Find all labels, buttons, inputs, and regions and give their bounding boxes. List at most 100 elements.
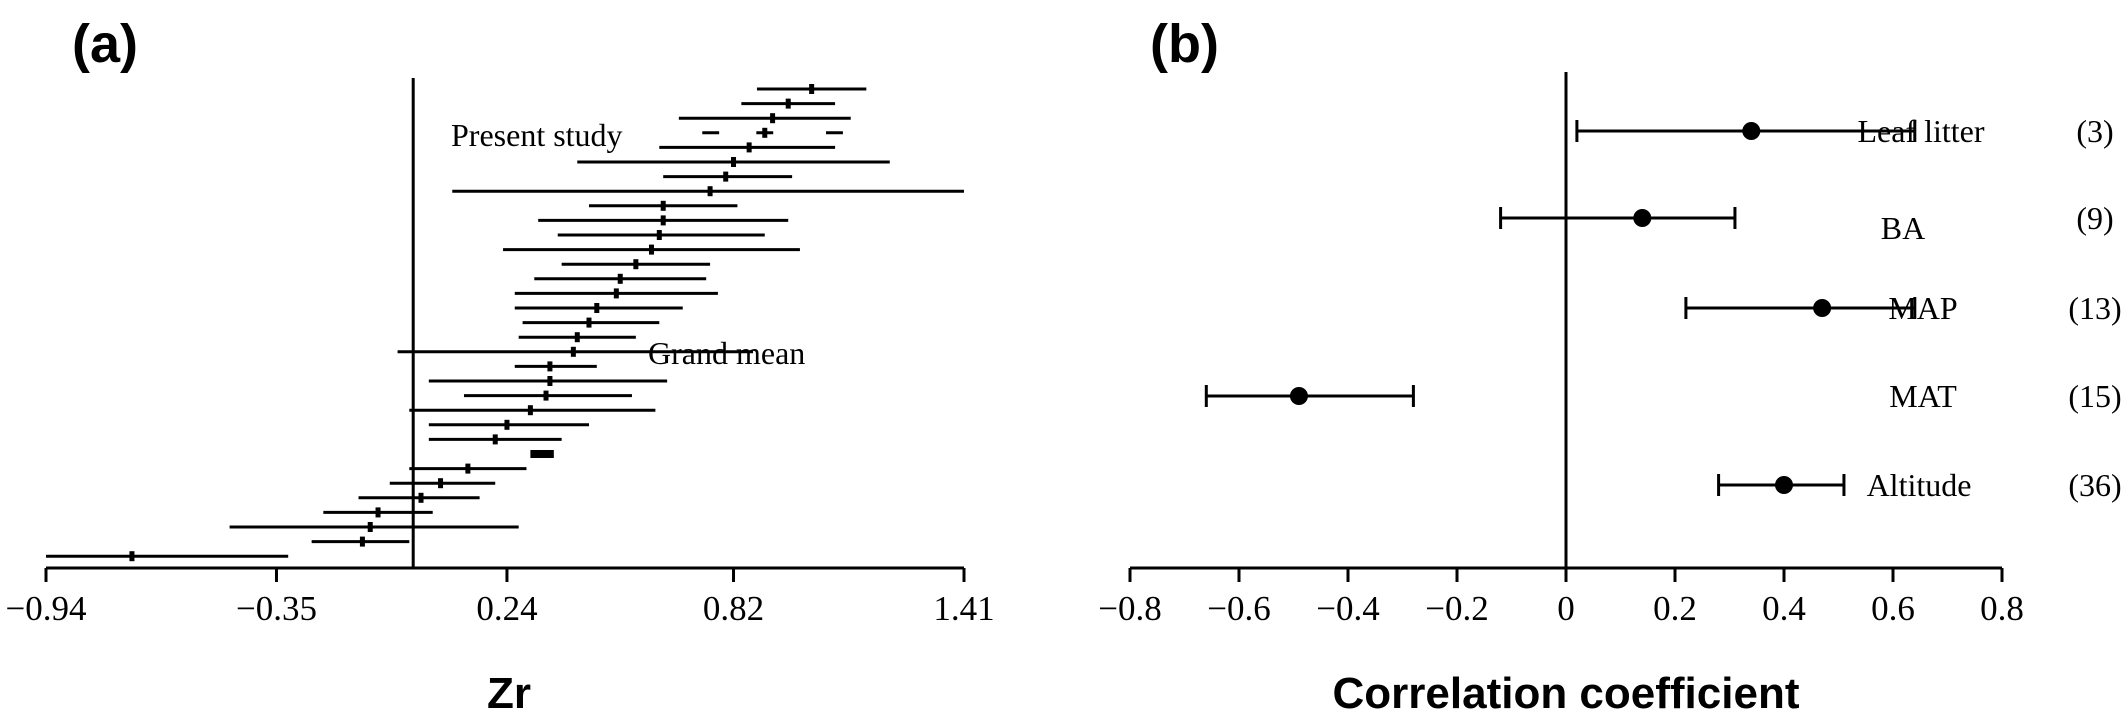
study-point bbox=[762, 127, 768, 138]
study-point bbox=[617, 273, 623, 284]
study-effect bbox=[557, 230, 765, 240]
panel-a-tick-label: 1.41 bbox=[933, 589, 994, 628]
study-effect bbox=[428, 434, 562, 445]
study-point bbox=[660, 215, 666, 226]
predictor-sample-size: (15) bbox=[2068, 378, 2121, 414]
panel-a-label: (a) bbox=[72, 14, 138, 74]
study-point bbox=[648, 244, 654, 255]
panel-a-tick-label: −0.35 bbox=[236, 589, 317, 628]
study-effect bbox=[534, 273, 707, 284]
study-effect bbox=[522, 317, 660, 328]
study-effect bbox=[463, 390, 632, 401]
predictor-label: MAP bbox=[1888, 290, 1957, 326]
predictor-sample-size: (13) bbox=[2068, 290, 2121, 326]
grand-mean-marker bbox=[530, 450, 554, 458]
predictor-label: Leaf litter bbox=[1857, 113, 1984, 149]
study-effect bbox=[678, 113, 851, 124]
predictor-sample-size: (3) bbox=[2076, 113, 2113, 149]
predictor-label: BA bbox=[1881, 210, 1925, 246]
study-point bbox=[594, 303, 600, 313]
study-point bbox=[656, 230, 662, 240]
panel-a-tick-label: 0.82 bbox=[703, 589, 764, 628]
predictor-effect: MAT (15) bbox=[1204, 378, 2122, 414]
study-effect bbox=[514, 361, 597, 372]
study-effect bbox=[428, 419, 589, 430]
study-effect bbox=[514, 303, 683, 313]
study-effect bbox=[389, 478, 496, 489]
study-point bbox=[723, 171, 729, 182]
study-effect bbox=[538, 215, 789, 226]
panel-a-tick-label: 0.24 bbox=[476, 589, 537, 628]
panel-b-ticks: −0.8 −0.6 −0.4 −0.2 0 0.2 0.4 0.6 0.8 bbox=[1098, 568, 2024, 628]
study-point bbox=[660, 200, 666, 211]
predictor-effect: Altitude (36) bbox=[1717, 467, 2122, 503]
study-point bbox=[570, 346, 576, 357]
predictor-effect: BA (9) bbox=[1499, 200, 2114, 246]
study-effect bbox=[428, 376, 668, 386]
study-point bbox=[465, 463, 471, 474]
study-effect bbox=[663, 171, 793, 182]
study-point bbox=[746, 142, 752, 153]
panel-b-tick-label: −0.2 bbox=[1425, 589, 1489, 628]
panel-b-tick-label: −0.8 bbox=[1098, 589, 1162, 628]
study-point bbox=[527, 405, 533, 416]
study-point bbox=[785, 98, 791, 109]
predictor-label: MAT bbox=[1889, 378, 1957, 414]
panel-b-tick-label: 0.8 bbox=[1980, 589, 2024, 628]
study-point bbox=[543, 390, 549, 401]
study-point bbox=[633, 259, 639, 270]
predictor-sample-size: (9) bbox=[2076, 200, 2113, 236]
study-effect bbox=[756, 84, 867, 94]
predictor-point bbox=[1775, 476, 1793, 494]
study-point bbox=[367, 522, 373, 532]
panel-b-x-label: Correlation coefficient bbox=[1333, 669, 1800, 718]
study-point bbox=[375, 507, 381, 518]
predictor-point bbox=[1742, 122, 1761, 140]
predictor-effect: Leaf litter (3) bbox=[1575, 113, 2114, 149]
panel-b-tick-label: 0.4 bbox=[1762, 589, 1806, 628]
study-effect bbox=[323, 507, 433, 518]
panel-b-points: Leaf litter (3) BA (9) MAP (13) MAT (15) Altitud… bbox=[1204, 113, 2122, 503]
study-effect bbox=[452, 186, 964, 197]
study-point bbox=[359, 536, 365, 547]
panel-b-label: (b) bbox=[1150, 14, 1219, 74]
study-effect bbox=[46, 551, 289, 562]
predictor-label: Altitude bbox=[1867, 467, 1972, 503]
panel-b-tick-label: −0.6 bbox=[1207, 589, 1271, 628]
study-effect bbox=[409, 405, 656, 416]
study-effect bbox=[518, 332, 636, 343]
study-point bbox=[418, 492, 424, 503]
study-point bbox=[809, 84, 815, 94]
study-point bbox=[770, 113, 776, 124]
study-point bbox=[438, 478, 444, 489]
predictor-effect: MAP (13) bbox=[1684, 290, 2122, 326]
study-effect bbox=[397, 346, 754, 357]
study-effect bbox=[702, 127, 843, 138]
study-effect bbox=[311, 536, 410, 547]
panel-b-tick-label: 0 bbox=[1557, 589, 1575, 628]
study-effect bbox=[229, 522, 519, 532]
panel-b: (b) −0.8 −0.6 −0.4 −0.2 0 0.2 0.4 0.6 0.8 Leaf l… bbox=[1098, 14, 2121, 718]
study-effect bbox=[577, 157, 890, 167]
study-effect bbox=[514, 288, 718, 299]
panel-a-ticks: −0.94 −0.35 0.24 0.82 1.41 bbox=[6, 568, 995, 628]
study-point bbox=[547, 376, 553, 386]
present-study-annotation: Present study bbox=[451, 117, 623, 153]
panel-b-tick-label: −0.4 bbox=[1316, 589, 1380, 628]
grand-mean-annotation: Grand mean bbox=[648, 335, 805, 371]
predictor-sample-size: (36) bbox=[2068, 467, 2121, 503]
panel-a-tick-label: −0.94 bbox=[6, 589, 87, 628]
study-effect bbox=[659, 142, 836, 153]
panel-a-studies bbox=[46, 84, 964, 562]
panel-b-tick-label: 0.6 bbox=[1871, 589, 1915, 628]
panel-b-tick-label: 0.2 bbox=[1653, 589, 1697, 628]
study-point bbox=[129, 551, 135, 562]
study-point bbox=[574, 332, 580, 343]
panel-a: (a) −0.94 −0.35 0.24 0.82 1.41 Present study… bbox=[6, 14, 995, 718]
predictor-point bbox=[1633, 209, 1652, 227]
study-point bbox=[707, 186, 713, 197]
study-point bbox=[586, 317, 592, 328]
study-point bbox=[547, 361, 553, 372]
study-effect bbox=[588, 200, 738, 211]
